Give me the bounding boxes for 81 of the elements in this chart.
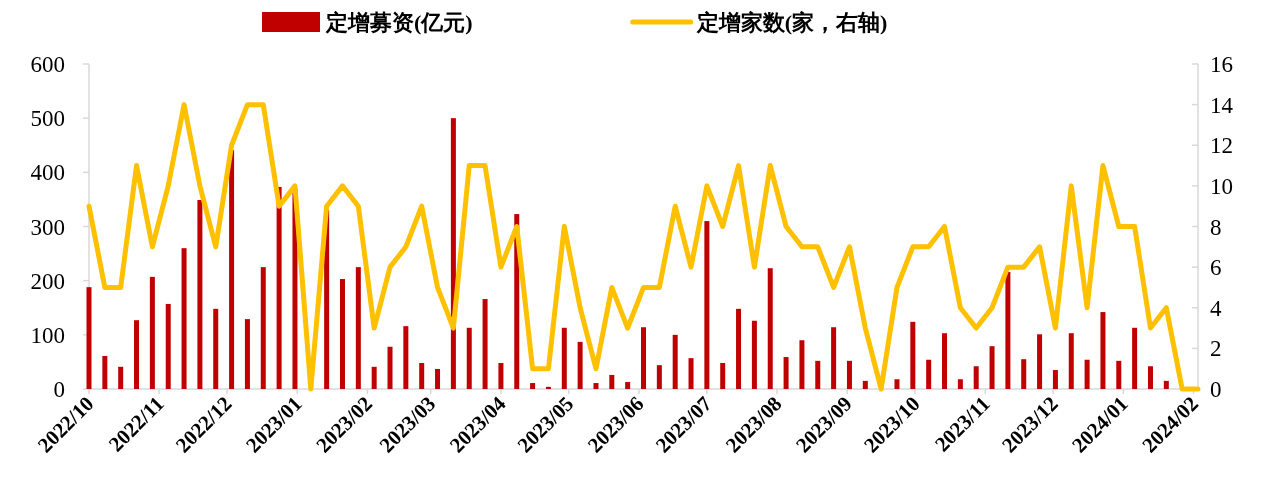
bar	[197, 199, 203, 389]
bar	[894, 379, 900, 389]
bar	[339, 279, 345, 389]
bar	[1147, 366, 1153, 389]
y-tick-label: 200	[30, 268, 65, 294]
y2-tick-label: 2	[1210, 336, 1222, 362]
y2-tick-label: 8	[1210, 214, 1222, 240]
bar	[577, 341, 583, 389]
bar	[260, 267, 266, 389]
bar	[656, 365, 662, 389]
bar	[530, 383, 536, 389]
bar	[1084, 359, 1090, 389]
bar	[419, 363, 425, 389]
y2-tick-label: 6	[1210, 255, 1222, 281]
bar	[736, 308, 742, 389]
bar	[355, 267, 361, 389]
bar	[1116, 360, 1122, 389]
bar	[165, 303, 171, 389]
bar	[815, 360, 821, 389]
y-tick-label: 0	[53, 377, 65, 402]
bar	[244, 319, 250, 389]
bar	[989, 346, 995, 389]
bar	[846, 360, 852, 389]
bar	[371, 366, 377, 389]
bar	[751, 320, 757, 389]
y-tick-label: 100	[30, 322, 65, 348]
bar	[1100, 312, 1106, 389]
bar	[387, 346, 393, 389]
bar	[593, 383, 599, 389]
y2-tick-label: 16	[1210, 52, 1233, 77]
bar	[641, 327, 646, 389]
bar	[466, 327, 472, 389]
bar	[545, 386, 551, 389]
y2-tick-label: 12	[1210, 133, 1233, 159]
bar	[609, 374, 615, 389]
bar	[181, 248, 187, 389]
bar	[102, 355, 108, 389]
y-tick-label: 500	[30, 106, 65, 132]
bar	[435, 368, 441, 389]
bar	[498, 363, 504, 389]
bar	[720, 363, 726, 389]
bar	[1163, 380, 1169, 389]
bar	[688, 358, 694, 389]
bar	[862, 380, 868, 389]
bar	[213, 308, 219, 389]
legend-label: 定增家数(家，右轴)	[695, 10, 888, 35]
bar	[910, 321, 916, 389]
y-tick-label: 400	[30, 160, 65, 186]
bar	[831, 327, 837, 389]
bar	[276, 186, 282, 389]
bar	[799, 340, 805, 389]
bar	[672, 334, 678, 389]
y-tick-label: 600	[30, 52, 65, 77]
bar	[229, 150, 235, 389]
bar	[1052, 370, 1058, 389]
y2-tick-label: 4	[1210, 295, 1222, 321]
bar	[767, 268, 773, 389]
bar	[1037, 334, 1043, 389]
y2-tick-label: 14	[1210, 92, 1234, 118]
y2-tick-label: 0	[1210, 377, 1222, 402]
bar	[625, 381, 631, 389]
y2-tick-label: 10	[1210, 173, 1233, 199]
bar	[86, 287, 92, 389]
bar	[482, 299, 488, 389]
bar	[1132, 327, 1138, 389]
bar	[561, 327, 567, 389]
bar	[149, 276, 155, 389]
y-tick-label: 300	[30, 214, 65, 240]
bar	[1068, 333, 1074, 389]
bar	[403, 326, 409, 389]
bar	[1005, 272, 1011, 389]
bar	[134, 320, 140, 389]
bar	[1021, 359, 1027, 389]
bar	[942, 333, 948, 389]
legend-label: 定增募资(亿元)	[325, 10, 473, 35]
bar	[118, 366, 124, 389]
bar	[926, 359, 932, 389]
bar	[704, 221, 710, 389]
bar	[957, 379, 963, 389]
bar	[783, 357, 789, 389]
bar	[973, 366, 979, 389]
